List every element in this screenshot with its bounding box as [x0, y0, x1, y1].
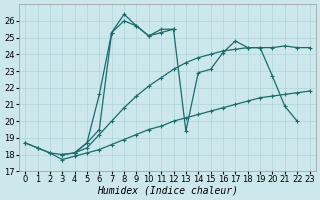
X-axis label: Humidex (Indice chaleur): Humidex (Indice chaleur)	[97, 186, 238, 196]
